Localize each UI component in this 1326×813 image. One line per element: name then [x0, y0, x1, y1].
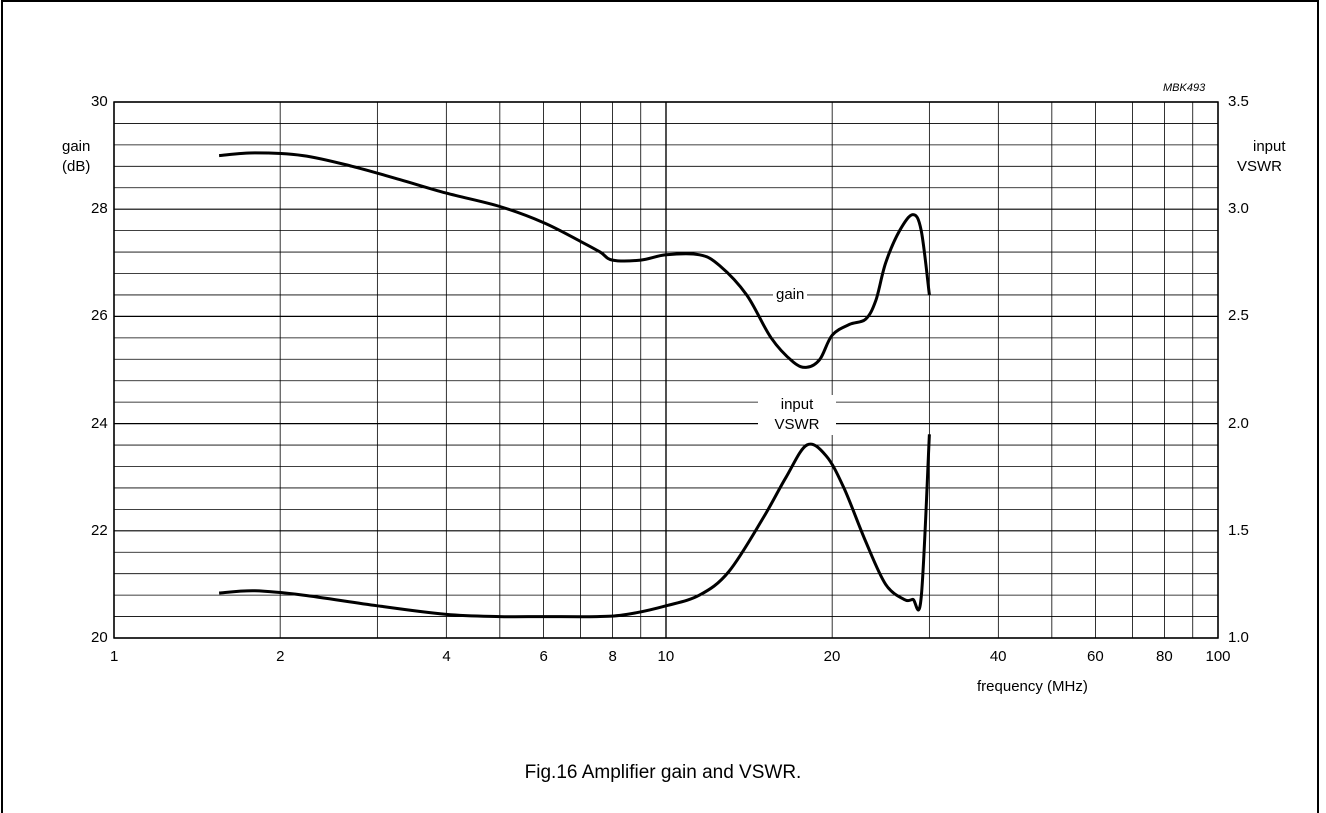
- x-tick-label: 80: [1156, 648, 1173, 665]
- x-tick-label: 4: [442, 648, 451, 665]
- x-tick-label: 40: [989, 648, 1007, 665]
- x-tick-label: 2: [276, 648, 285, 665]
- x-tick-label: 10: [657, 648, 675, 665]
- left-y-tick-label: 24: [91, 414, 108, 432]
- gain-series-label: gain: [773, 286, 808, 304]
- x-tick-label: 20: [823, 648, 841, 665]
- x-tick-label: 6: [539, 648, 548, 665]
- grid: [113, 101, 1219, 639]
- right-y-tick-label: 2.0: [1228, 414, 1249, 432]
- left-y-tick-label: 28: [91, 200, 108, 218]
- x-tick-label: 1: [110, 648, 119, 665]
- left-axis-title-line1: gain: [62, 138, 91, 155]
- x-tick-label: 8: [608, 648, 617, 665]
- figure-caption: Fig.16 Amplifier gain and VSWR.: [524, 762, 802, 783]
- left-y-tick-label: 30: [91, 93, 108, 110]
- series-layer: [218, 151, 931, 619]
- gain-curve: [218, 151, 931, 369]
- left-y-tick-label: 22: [91, 521, 108, 539]
- vswr-series-label: input VSWR: [758, 395, 836, 435]
- left-y-tick-label: 20: [91, 629, 108, 646]
- right-y-tick-label: 2.5: [1228, 307, 1249, 325]
- x-tick-label: 100: [1205, 648, 1231, 665]
- plot-border: [113, 101, 1219, 639]
- left-y-tick-label: 26: [91, 307, 108, 325]
- left-axis-title-line2: (dB): [62, 158, 91, 175]
- right-y-tick-label: 1.0: [1228, 629, 1249, 646]
- right-y-tick-label: 1.5: [1228, 521, 1249, 539]
- vswr-curve: [218, 434, 931, 619]
- right-axis-title-line2: VSWR: [1237, 158, 1282, 175]
- right-y-tick-label: 3.5: [1228, 93, 1249, 110]
- right-y-tick-label: 3.0: [1228, 200, 1249, 218]
- x-tick-label: 60: [1087, 648, 1104, 665]
- right-axis-title-line1: input: [1253, 138, 1286, 155]
- x-axis-title: frequency (MHz): [977, 678, 1088, 695]
- figure-code: MBK493: [1163, 82, 1206, 94]
